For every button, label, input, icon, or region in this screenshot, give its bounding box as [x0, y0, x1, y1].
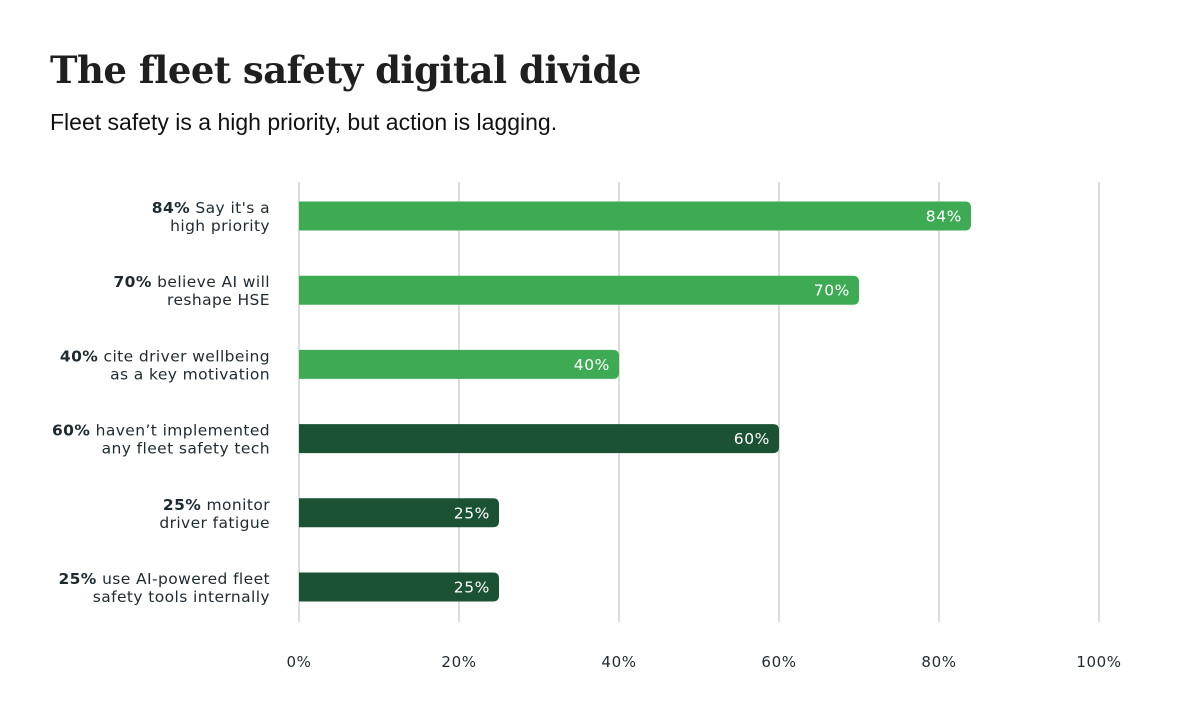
- bar: [299, 349, 619, 379]
- category-label-lead: 84%: [152, 199, 190, 217]
- chart-title: The fleet safety digital divide: [50, 48, 641, 92]
- category-label-line1: cite driver wellbeing: [98, 347, 270, 365]
- category-label-line1: monitor: [201, 496, 270, 514]
- bar-value-label: 60%: [734, 430, 770, 448]
- bar: [299, 275, 859, 305]
- bar: [299, 572, 499, 602]
- bar-value-label: 40%: [574, 356, 610, 374]
- bar: [299, 201, 971, 231]
- category-label: 25% monitor driver fatigue: [159, 496, 270, 532]
- x-tick-label: 40%: [601, 653, 636, 671]
- bar-value-label: 84%: [926, 208, 962, 226]
- x-tick-label: 0%: [287, 653, 312, 671]
- category-label: 40% cite driver wellbeing as a key motiva…: [60, 347, 270, 383]
- category-labels: 84% Say it's a high priority 70% believe A…: [52, 199, 270, 606]
- category-label-line2: as a key motivation: [110, 365, 270, 383]
- category-label-line1: haven’t implemented: [90, 422, 270, 440]
- x-axis-tick-labels: 0% 20% 40% 60% 80% 100%: [287, 653, 1122, 671]
- category-label: 25% use AI-powered fleet safety tools int…: [58, 570, 270, 606]
- category-label-line1: believe AI will: [152, 273, 270, 291]
- bar-value-label: 70%: [814, 282, 850, 300]
- category-label: 70% believe AI will reshape HSE: [114, 273, 271, 309]
- category-label-line2: safety tools internally: [93, 588, 270, 606]
- x-tick-label: 60%: [761, 653, 796, 671]
- category-label-line1: Say it's a: [190, 199, 270, 217]
- x-tick-label: 100%: [1076, 653, 1121, 671]
- category-label-lead: 70%: [114, 273, 152, 291]
- gridlines: [298, 182, 1100, 622]
- category-label-line2: high priority: [170, 217, 270, 235]
- category-label-line2: any fleet safety tech: [102, 440, 270, 458]
- category-label-lead: 25%: [58, 570, 96, 588]
- bar-value-labels: 84% 70% 40% 60% 25% 25%: [454, 208, 962, 597]
- bars: [299, 201, 971, 602]
- category-label-line2: reshape HSE: [167, 291, 270, 309]
- bar-value-label: 25%: [454, 579, 490, 597]
- category-label-lead: 40%: [60, 347, 98, 365]
- category-label-lead: 25%: [163, 496, 201, 514]
- category-label-lead: 60%: [52, 422, 90, 440]
- category-label: 84% Say it's a high priority: [152, 199, 270, 235]
- x-tick-label: 80%: [921, 653, 956, 671]
- bar: [299, 424, 779, 454]
- category-label-line1: use AI-powered fleet: [97, 570, 270, 588]
- bar-value-label: 25%: [454, 504, 490, 522]
- chart-subtitle: Fleet safety is a high priority, but act…: [50, 109, 558, 135]
- bar: [299, 498, 499, 528]
- category-label-line2: driver fatigue: [159, 514, 270, 532]
- x-tick-label: 20%: [441, 653, 476, 671]
- category-label: 60% haven’t implemented any fleet safety …: [52, 422, 270, 458]
